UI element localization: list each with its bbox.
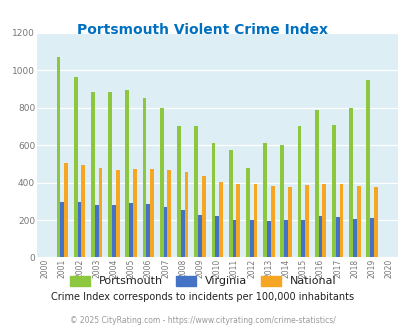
Bar: [339, 183, 343, 257]
Bar: [142, 98, 146, 257]
Bar: [369, 218, 373, 257]
Bar: [318, 216, 322, 257]
Bar: [60, 202, 64, 257]
Bar: [211, 143, 215, 257]
Bar: [129, 203, 133, 257]
Bar: [335, 217, 339, 257]
Bar: [236, 183, 239, 257]
Bar: [74, 77, 77, 257]
Bar: [287, 187, 291, 257]
Bar: [305, 185, 308, 257]
Bar: [215, 216, 219, 257]
Bar: [228, 150, 232, 257]
Text: © 2025 CityRating.com - https://www.cityrating.com/crime-statistics/: © 2025 CityRating.com - https://www.city…: [70, 316, 335, 325]
Bar: [125, 90, 129, 257]
Text: Crime Index corresponds to incidents per 100,000 inhabitants: Crime Index corresponds to incidents per…: [51, 292, 354, 302]
Bar: [108, 92, 112, 257]
Bar: [167, 170, 171, 257]
Bar: [98, 168, 102, 257]
Bar: [373, 187, 377, 257]
Bar: [163, 207, 167, 257]
Bar: [77, 202, 81, 257]
Bar: [177, 126, 181, 257]
Bar: [331, 125, 335, 257]
Bar: [348, 108, 352, 257]
Bar: [201, 176, 205, 257]
Text: Portsmouth Violent Crime Index: Portsmouth Violent Crime Index: [77, 23, 328, 37]
Bar: [280, 145, 283, 257]
Bar: [194, 126, 198, 257]
Bar: [95, 205, 98, 257]
Bar: [81, 165, 85, 257]
Legend: Portsmouth, Virginia, National: Portsmouth, Virginia, National: [65, 271, 340, 291]
Bar: [301, 220, 305, 257]
Bar: [57, 57, 60, 257]
Bar: [365, 80, 369, 257]
Bar: [314, 110, 318, 257]
Bar: [232, 220, 236, 257]
Bar: [91, 92, 95, 257]
Bar: [322, 183, 325, 257]
Bar: [270, 186, 274, 257]
Bar: [64, 163, 68, 257]
Bar: [112, 205, 115, 257]
Bar: [253, 184, 257, 257]
Bar: [150, 169, 153, 257]
Bar: [262, 143, 266, 257]
Bar: [160, 108, 163, 257]
Bar: [245, 168, 249, 257]
Bar: [184, 172, 188, 257]
Bar: [115, 170, 119, 257]
Bar: [146, 204, 150, 257]
Bar: [181, 210, 184, 257]
Bar: [219, 182, 222, 257]
Bar: [266, 221, 270, 257]
Bar: [284, 220, 287, 257]
Bar: [133, 169, 136, 257]
Bar: [297, 126, 301, 257]
Bar: [352, 219, 356, 257]
Bar: [198, 215, 201, 257]
Bar: [356, 186, 360, 257]
Bar: [249, 220, 253, 257]
